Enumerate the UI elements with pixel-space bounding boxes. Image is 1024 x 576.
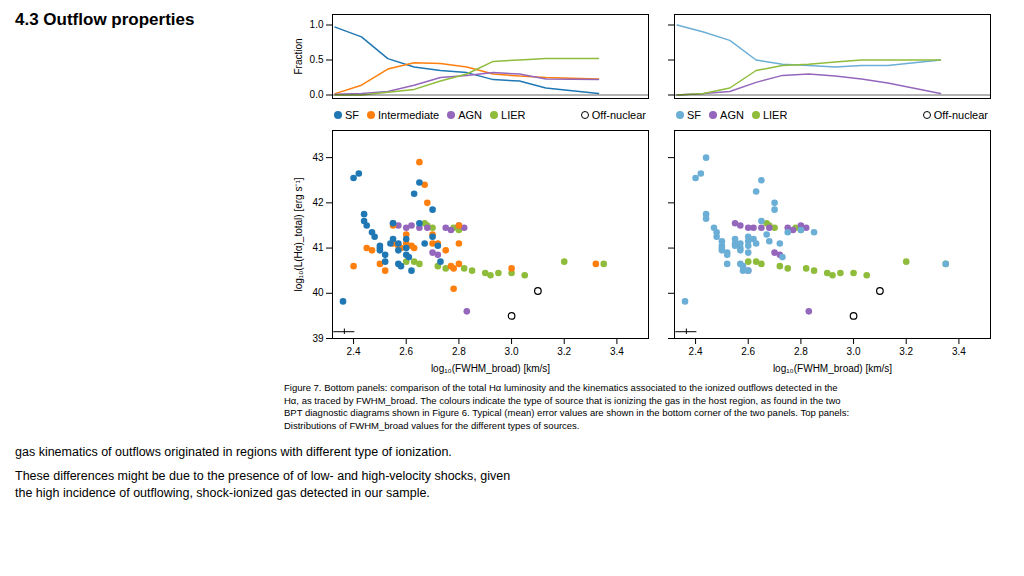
svg-text:Fraction: Fraction	[293, 38, 304, 74]
html-text:SF: SF	[687, 109, 702, 121]
svg-text:2.4: 2.4	[347, 346, 361, 357]
svg-text:3.2: 3.2	[899, 346, 913, 357]
svg-text:40: 40	[312, 287, 324, 298]
html-text:LIER: LIER	[762, 109, 788, 121]
html-text:Off-nuclear: Off-nuclear	[933, 109, 988, 121]
svg-text:2.8: 2.8	[452, 346, 466, 357]
svg-text:2.4: 2.4	[689, 346, 703, 357]
svg-text:1.0: 1.0	[310, 19, 324, 30]
svg-text:log₁₀(FWHM_broad) [km/s]: log₁₀(FWHM_broad) [km/s]	[431, 363, 550, 374]
html-text:Intermediate: Intermediate	[378, 109, 440, 121]
svg-text:2.6: 2.6	[741, 346, 755, 357]
html-text:Figure 7. Bottom panels: compa: Figure 7. Bottom panels: comparison of t…	[284, 382, 849, 431]
html-text:AGN: AGN	[720, 109, 744, 121]
svg-text:3.0: 3.0	[847, 346, 861, 357]
html-text:Off-nuclear: Off-nuclear	[591, 109, 646, 121]
svg-text:log₁₀(L(Hα)_total) [erg s⁻¹]: log₁₀(L(Hα)_total) [erg s⁻¹]	[293, 177, 304, 291]
html-text:These differences might be due: These differences might be due to the pr…	[15, 469, 511, 500]
html-text:4.3 Outflow properties: 4.3 Outflow properties	[15, 10, 195, 29]
svg-text:39: 39	[312, 333, 324, 344]
svg-text:43: 43	[312, 152, 324, 163]
svg-text:3.2: 3.2	[557, 346, 571, 357]
svg-text:2.6: 2.6	[399, 346, 413, 357]
svg-text:0.5: 0.5	[310, 54, 324, 65]
svg-text:3.4: 3.4	[610, 346, 624, 357]
html-text:AGN: AGN	[458, 109, 483, 121]
svg-text:log₁₀(FWHM_broad) [km/s]: log₁₀(FWHM_broad) [km/s]	[773, 363, 892, 374]
html-text:LIER: LIER	[501, 109, 526, 121]
svg-text:0.0: 0.0	[310, 89, 324, 100]
svg-text:2.8: 2.8	[794, 346, 808, 357]
svg-text:3.0: 3.0	[505, 346, 519, 357]
svg-text:3.4: 3.4	[952, 346, 966, 357]
svg-text:42: 42	[312, 197, 324, 208]
html-text:gas kinematics of outflows ori: gas kinematics of outflows originated in…	[15, 445, 452, 459]
html-text:SF: SF	[345, 109, 360, 121]
svg-text:41: 41	[312, 242, 324, 253]
